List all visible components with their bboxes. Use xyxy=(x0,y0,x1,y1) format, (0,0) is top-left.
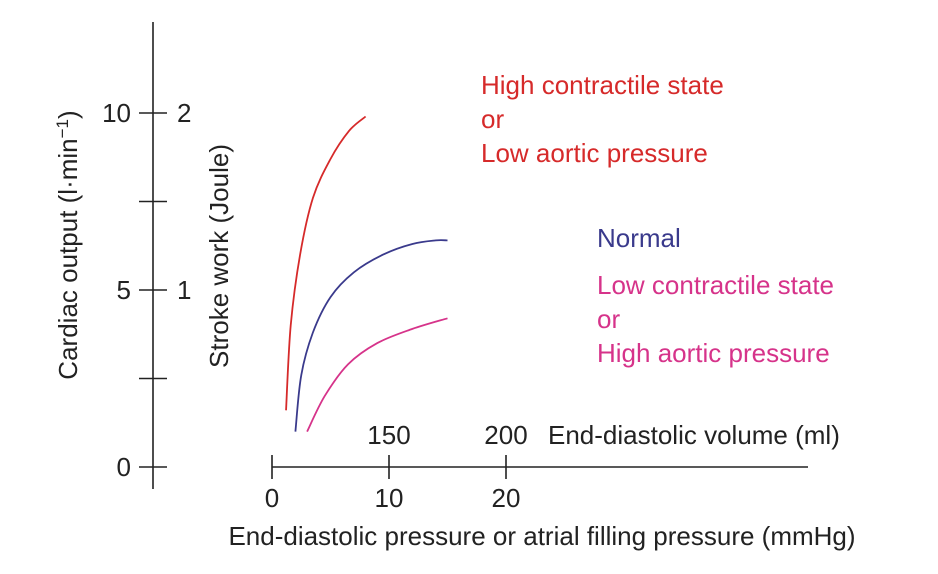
x2-tick-label: 150 xyxy=(367,420,410,450)
y2-tick-label: 2 xyxy=(177,98,191,128)
series-label-1-line-2: or xyxy=(481,104,504,134)
x-tick-label: 20 xyxy=(492,483,521,513)
y-tick-label: 0 xyxy=(117,452,131,482)
series-label-2-line-1: Normal xyxy=(597,223,681,253)
x-tick-label: 0 xyxy=(265,483,279,513)
y-tick-label: 5 xyxy=(117,275,131,305)
axes: 0 5 10 1 2 Cardiac output (l·min−1) Stroke wor… xyxy=(53,22,856,551)
series-curve-2 xyxy=(294,239,448,432)
series-label-3-line-3: High aortic pressure xyxy=(597,338,830,368)
y2-axis-title: Stroke work (Joule) xyxy=(204,144,234,368)
series-label-1-line-1: High contractile state xyxy=(481,70,724,100)
series-label-1-line-3: Low aortic pressure xyxy=(481,138,708,168)
x-axis-title: End-diastolic pressure or atrial filling… xyxy=(228,521,855,551)
y2-tick-label: 1 xyxy=(177,275,191,305)
x2-axis-title: End-diastolic volume (ml) xyxy=(548,420,840,450)
y-axis-title: Cardiac output (l·min−1) xyxy=(53,110,84,379)
y-tick-label: 10 xyxy=(102,98,131,128)
series-label-3-line-2: or xyxy=(597,304,620,334)
x-tick-label: 10 xyxy=(375,483,404,513)
series-label-3-line-1: Low contractile state xyxy=(597,270,834,300)
series-curve-3 xyxy=(306,317,448,432)
series-curve-1 xyxy=(285,115,367,411)
x2-tick-label: 200 xyxy=(484,420,527,450)
curves xyxy=(285,115,448,432)
labels: High contractile state or Low aortic press… xyxy=(481,70,834,368)
